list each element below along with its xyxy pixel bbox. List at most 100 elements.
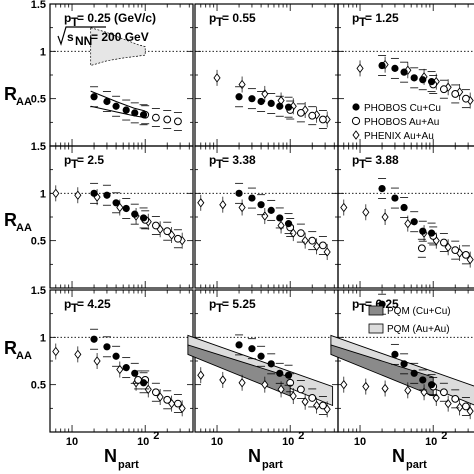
phenix-point (277, 384, 285, 395)
phenix-point (238, 79, 246, 90)
xlabel-main: N (392, 446, 405, 466)
phobos-cucu-point (276, 102, 284, 110)
phobos-cucu-point (122, 204, 130, 213)
y-tick-label: 1.5 (31, 141, 46, 153)
pt-label-sub: T (359, 15, 367, 29)
x-tick-label: 10 (425, 436, 437, 448)
phobos-auau-point (308, 111, 317, 120)
phenix-point (238, 378, 246, 388)
phobos-auau-point (319, 115, 327, 124)
x-axis-title-1: N part (104, 446, 139, 471)
phenix-point (219, 199, 227, 210)
phobos-cucu-point (235, 341, 243, 349)
phobos-cucu-point (103, 191, 111, 199)
y-axis-title-1: R AA (4, 84, 32, 108)
xlabel-sub: part (118, 459, 139, 471)
panel-9: 10 10 2p T = 6.25 (330, 289, 474, 448)
phobos-auau-point (439, 85, 448, 94)
phobos-auau-point (174, 234, 182, 243)
phobos-cucu-point (131, 210, 139, 218)
phenix-point (197, 370, 205, 380)
pt-label-main: p (209, 153, 216, 167)
pt-label-main: p (64, 153, 71, 167)
pt-label-sub: T (359, 157, 367, 171)
ylabel-main: R (4, 210, 17, 230)
phobos-cucu-point (419, 76, 427, 84)
phobos-cucu-point (284, 103, 293, 111)
y-tick-label: 1.5 (31, 285, 46, 297)
phobos-cucu-point (131, 369, 139, 377)
phobos-auau-point (296, 229, 305, 237)
phenix-point (156, 392, 164, 402)
phenix-point (313, 400, 321, 411)
phobos-cucu-point (131, 109, 139, 117)
sqrt-sign-icon (57, 26, 106, 46)
phenix-point (74, 349, 82, 360)
phobos-cucu-point (122, 106, 130, 114)
pt-label-main: p (352, 11, 359, 25)
pt-label-value: = 3.88 (365, 153, 399, 167)
energy-value: = 200 GeV (91, 30, 149, 44)
phobos-auau-point (451, 394, 460, 403)
phobos-auau-point (151, 221, 160, 230)
phobos-auau-point (151, 113, 160, 122)
phobos-cucu-point (267, 360, 275, 368)
xlabel-main: N (248, 446, 261, 466)
phobos-auau-point (319, 401, 327, 410)
phenix-point (444, 398, 452, 409)
pt-label-value: = 2.5 (77, 153, 104, 167)
legend-markers: PHOBOS Cu+Cu PHOBOS Au+Au PHENIX Au+Au (351, 103, 441, 142)
phobos-cucu-point (391, 194, 399, 202)
xlabel-main: N (104, 446, 117, 466)
phenix-point (93, 356, 101, 366)
x-tick-exponent: 2 (153, 430, 159, 442)
y-tick-label: 1 (40, 46, 46, 58)
pt-label-main: p (352, 297, 359, 311)
phobos-cucu-point (419, 376, 427, 384)
phobos-cucu-point (400, 203, 408, 212)
phobos-cucu-point (122, 364, 130, 372)
legend-pqm-cucu-label: PQM (Cu+Cu) (387, 306, 451, 317)
phobos-cucu-point (235, 93, 243, 101)
phenix-point (340, 379, 348, 390)
x-axis-title-3: N part (392, 446, 427, 471)
phobos-auau-point (286, 378, 295, 387)
phenix-point (432, 393, 440, 403)
x-tick-exponent: 2 (298, 430, 304, 442)
phobos-auau-point (151, 388, 160, 397)
phobos-cucu-point (427, 381, 436, 389)
phenix-point (381, 212, 389, 222)
pt-label-value: = 4.25 (77, 297, 111, 311)
phenix-point (144, 384, 152, 395)
phenix-point (116, 364, 124, 375)
phenix-point (289, 228, 297, 238)
ylabel-main: R (4, 84, 17, 104)
x-tick-label: 10 (211, 436, 223, 448)
panel-7: 0.5 1 1.5 10 10 2 p T = 4.25 (31, 285, 194, 448)
phobos-cucu-point (410, 369, 418, 377)
phenix-point (362, 207, 370, 218)
phenix-point (116, 202, 124, 213)
legend-phobos-auau-label: PHOBOS Au+Au (364, 117, 439, 128)
ylabel-sub: AA (16, 222, 32, 234)
phobos-cucu-point (284, 220, 293, 228)
pt-label-value: = 0.25 (GeV/c) (77, 11, 156, 25)
phobos-auau-point (439, 238, 448, 247)
phenix-point (213, 73, 221, 83)
phobos-cucu-point (419, 227, 427, 235)
phenix-point (301, 105, 309, 115)
pt-label-value: = 5.25 (222, 297, 256, 311)
phobos-cucu-point (139, 111, 148, 119)
pt-label-sub: T (216, 301, 224, 315)
y-tick-label: 1 (40, 188, 46, 200)
x-tick-label: 10 (354, 436, 366, 448)
phobos-auau-point (319, 241, 327, 250)
